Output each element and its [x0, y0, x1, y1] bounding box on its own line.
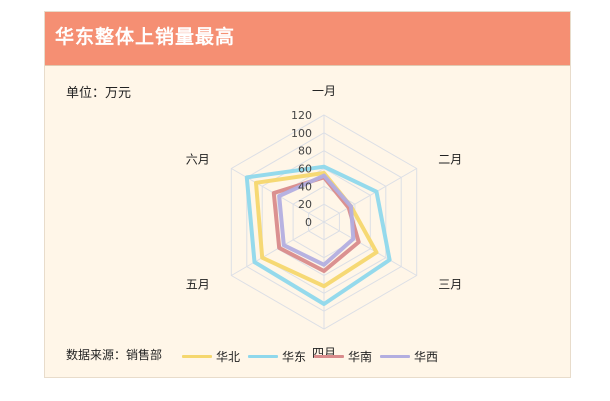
category-label: 二月 [438, 153, 462, 167]
chart-header: 华东整体上销量最高 [45, 12, 570, 66]
grid-spoke [323, 168, 417, 223]
series-line-3 [271, 175, 361, 273]
chart-legend: 华北 华东 华南 华西 [182, 348, 446, 364]
tick-label: 100 [291, 127, 312, 140]
legend-item: 华南 [314, 348, 372, 365]
series-line-4 [277, 173, 356, 267]
category-label: 三月 [438, 278, 462, 292]
legend-label: 华东 [282, 349, 307, 364]
legend-swatch [380, 354, 411, 358]
legend-swatch [182, 354, 212, 358]
unit-label: 单位：万元 [66, 86, 132, 101]
series-line-2 [244, 164, 392, 306]
source-label: 数据来源：销售部 [66, 348, 163, 362]
legend-swatch [248, 354, 279, 358]
tick-label: 80 [298, 145, 312, 158]
tick-label: 40 [298, 180, 312, 193]
tick-label: 20 [298, 198, 312, 211]
grid-spoke [323, 221, 417, 276]
legend-item: 华西 [380, 348, 438, 365]
chart-title: 华东整体上销量最高 [55, 26, 236, 48]
tick-label: 0 [305, 216, 312, 229]
legend-label: 华南 [348, 349, 373, 364]
tick-label: 60 [298, 163, 312, 176]
chart-card: 华东整体上销量最高 单位：万元 0 20 40 60 80 100 120 一月 二月 三月 四月五… [44, 11, 571, 378]
legend-label: 华西 [414, 349, 439, 364]
legend-item: 华北 [182, 348, 240, 365]
category-label: 六月 [186, 153, 210, 167]
legend-item: 华东 [248, 348, 306, 365]
category-label: 一月 [312, 84, 336, 98]
tick-label: 120 [291, 109, 312, 122]
legend-swatch [314, 354, 345, 358]
legend-label: 华北 [216, 349, 241, 364]
category-label: 五月 [186, 278, 210, 292]
